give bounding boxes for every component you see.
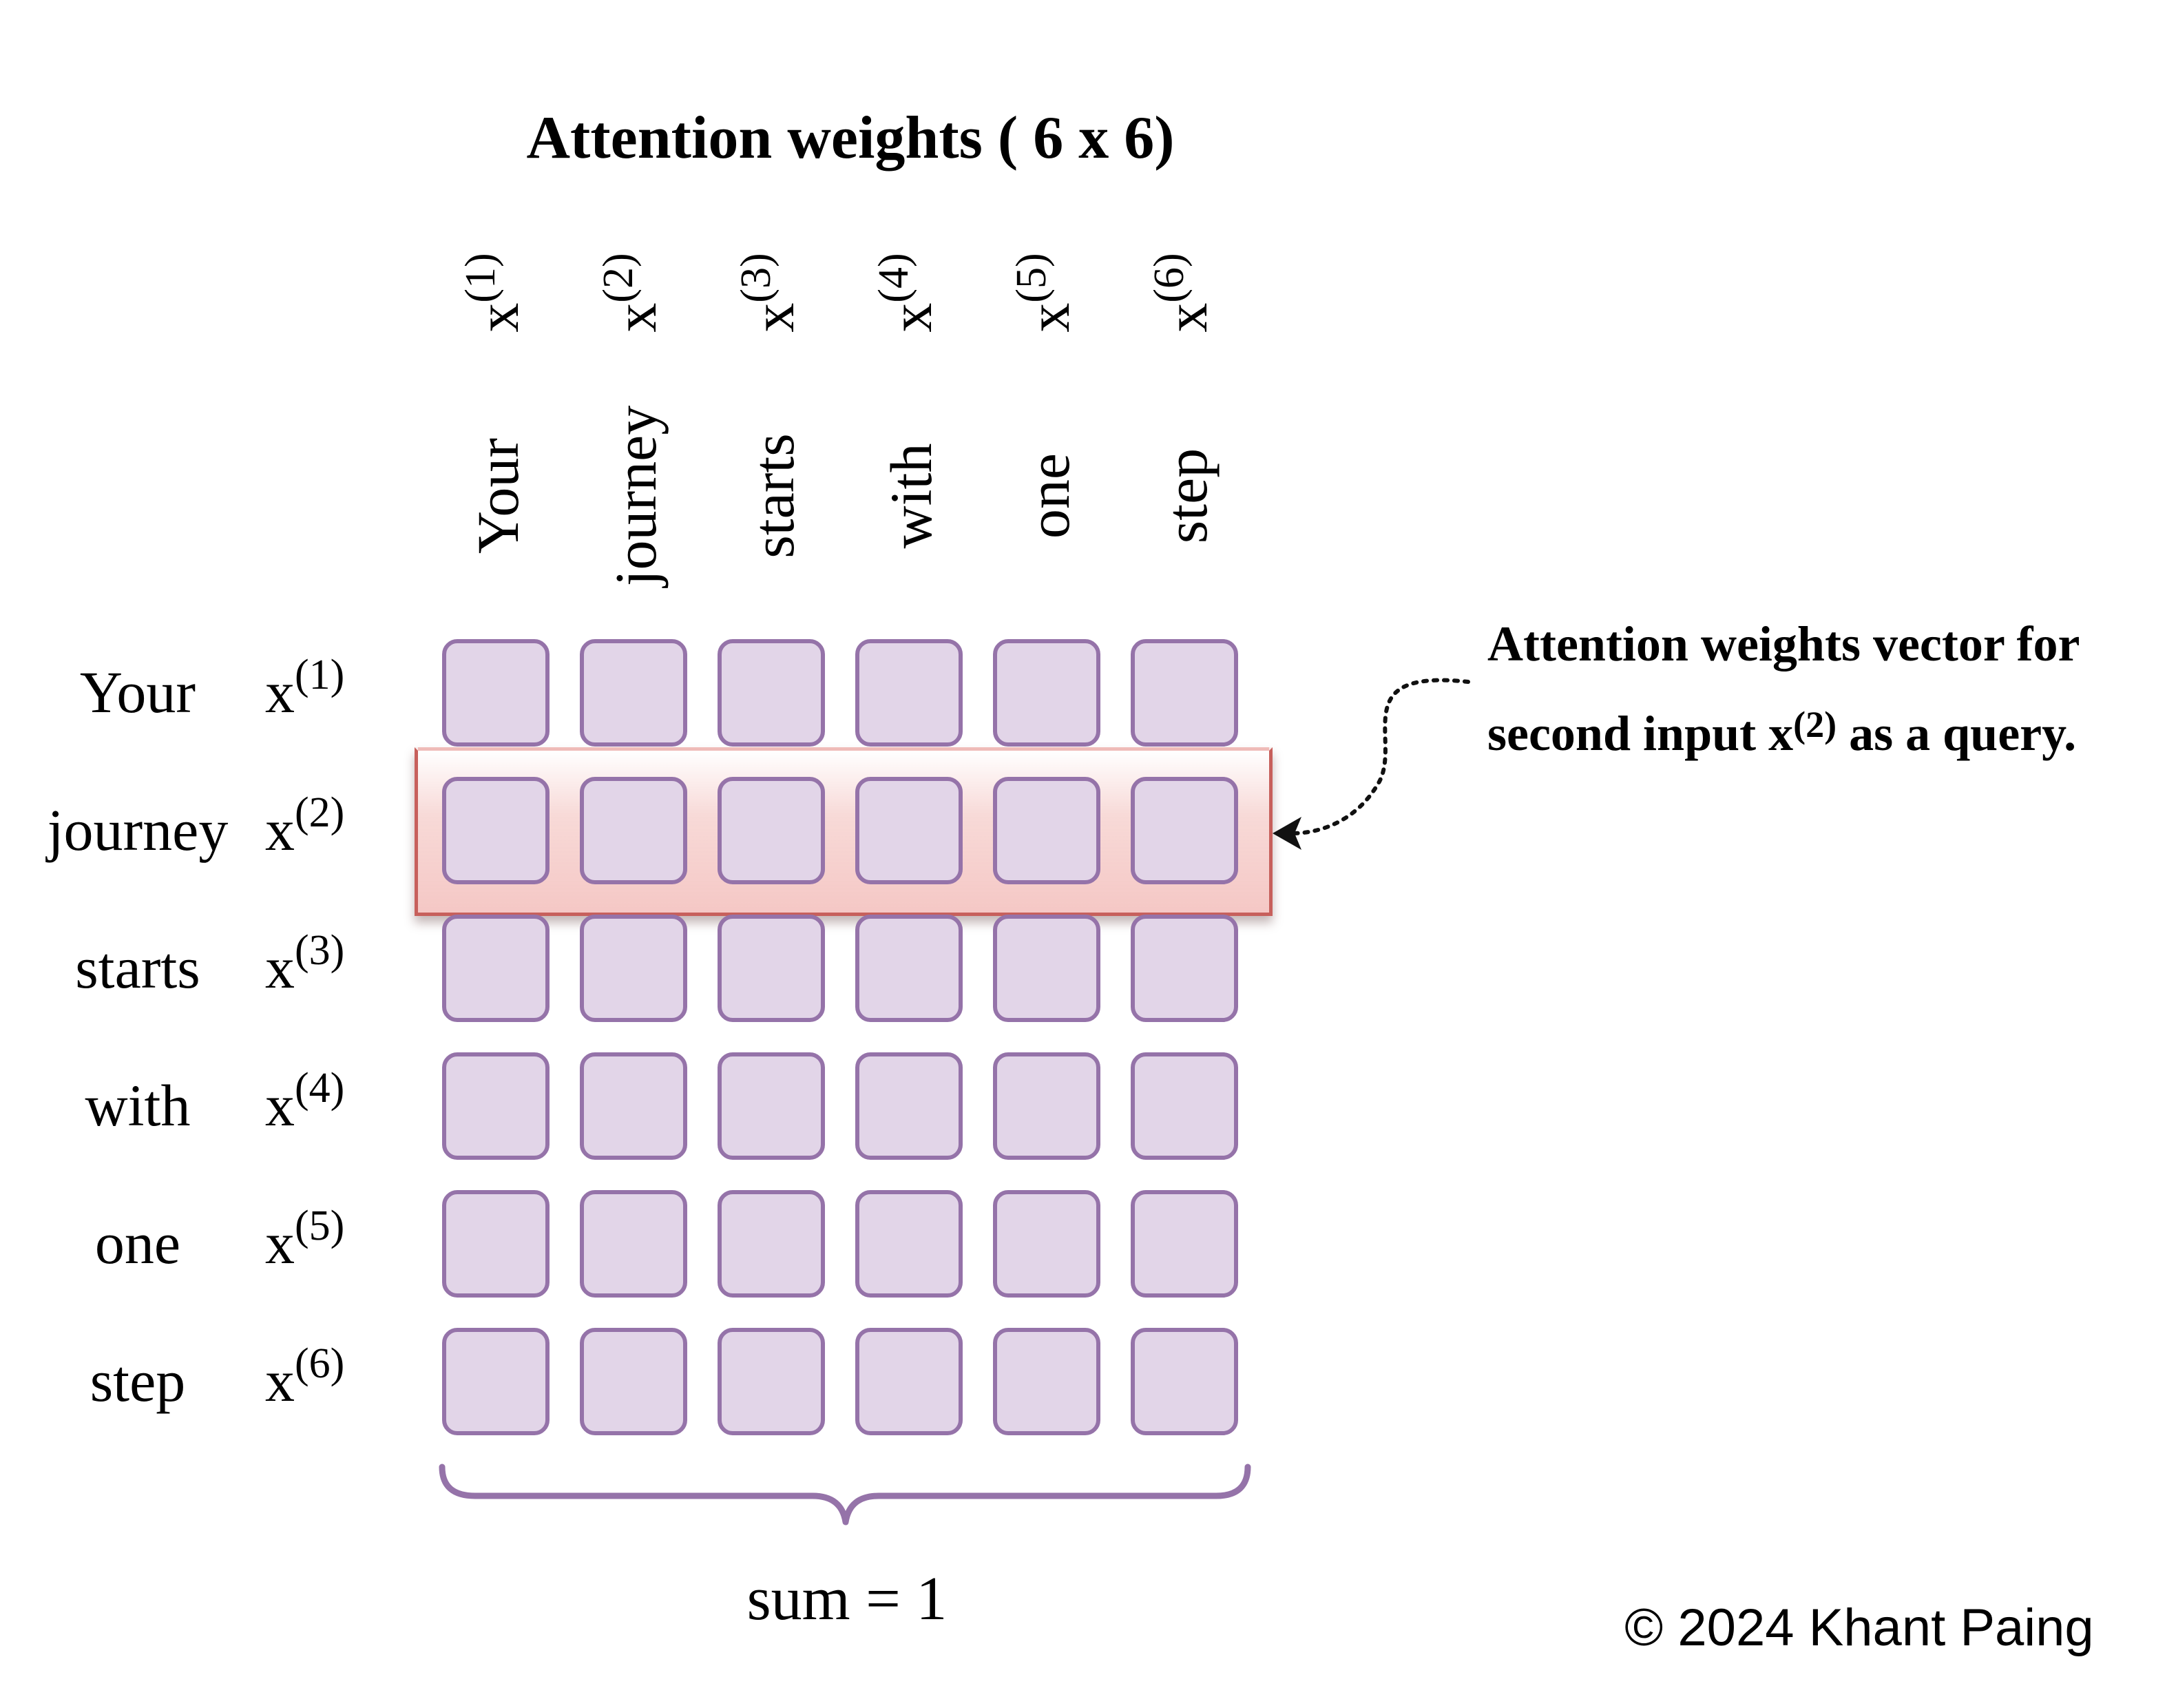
- attention-cell: [718, 1052, 825, 1160]
- attention-cell: [855, 915, 963, 1022]
- diagram-title: Attention weights ( 6 x 6): [526, 105, 1175, 171]
- attention-cell: [718, 639, 825, 747]
- row-token-label-2: journey: [47, 797, 229, 863]
- attention-cell: [580, 639, 687, 747]
- annotation-line-2: second input x(2) as a query.: [1487, 704, 2077, 761]
- row-input-label-2: x(2): [265, 789, 345, 863]
- attention-cell: [580, 1052, 687, 1160]
- sum-label: sum = 1: [746, 1565, 948, 1633]
- row-input-label-1: x(1): [265, 651, 345, 725]
- row-input-label-6: x(6): [265, 1340, 345, 1414]
- attention-cell: [1131, 639, 1238, 747]
- attention-cell: [718, 1328, 825, 1435]
- attention-cell: [718, 777, 825, 884]
- annotation-line-1: Attention weights vector for: [1487, 616, 2080, 671]
- row-token-label-5: one: [94, 1210, 181, 1276]
- attention-cell: [442, 639, 550, 747]
- attention-cell: [442, 1190, 550, 1298]
- attention-cell: [580, 1190, 687, 1298]
- attention-cell: [1131, 1190, 1238, 1298]
- attention-cell: [1131, 777, 1238, 884]
- row-token-label-4: with: [85, 1072, 191, 1138]
- annotation-text: Attention weights vector for second inpu…: [1487, 599, 2169, 782]
- attention-cell: [993, 777, 1100, 884]
- row-input-label-5: x(5): [265, 1202, 345, 1276]
- attention-cell: [442, 777, 550, 884]
- attention-cell: [580, 915, 687, 1022]
- attention-cell: [718, 915, 825, 1022]
- row-input-label-4: x(4): [265, 1064, 345, 1138]
- attention-cell: [580, 1328, 687, 1435]
- attention-cell: [993, 1328, 1100, 1435]
- attention-cell: [855, 639, 963, 747]
- attention-cell: [993, 1190, 1100, 1298]
- attention-cell: [993, 639, 1100, 747]
- attention-cell: [1131, 1328, 1238, 1435]
- attention-cell: [855, 1052, 963, 1160]
- copyright-credit: © 2024 Khant Paing: [1624, 1598, 2094, 1657]
- sum-brace: [439, 1464, 1251, 1525]
- row-token-label-6: step: [90, 1348, 186, 1414]
- attention-cell: [855, 1190, 963, 1298]
- annotation-arrow-line: [1290, 678, 1470, 835]
- attention-cell: [580, 777, 687, 884]
- attention-cell: [855, 777, 963, 884]
- attention-cell: [442, 915, 550, 1022]
- attention-cell: [993, 915, 1100, 1022]
- query-row-highlight: [415, 747, 1273, 916]
- row-token-label-3: starts: [75, 935, 200, 1001]
- row-token-label-1: Your: [79, 659, 196, 725]
- attention-cell: [855, 1328, 963, 1435]
- attention-cell: [442, 1328, 550, 1435]
- row-input-label-3: x(3): [265, 926, 345, 1001]
- attention-cell: [1131, 1052, 1238, 1160]
- attention-cell: [1131, 915, 1238, 1022]
- attention-cell: [442, 1052, 550, 1160]
- attention-cell: [993, 1052, 1100, 1160]
- annotation-arrowhead: [1273, 817, 1301, 850]
- attention-cell: [718, 1190, 825, 1298]
